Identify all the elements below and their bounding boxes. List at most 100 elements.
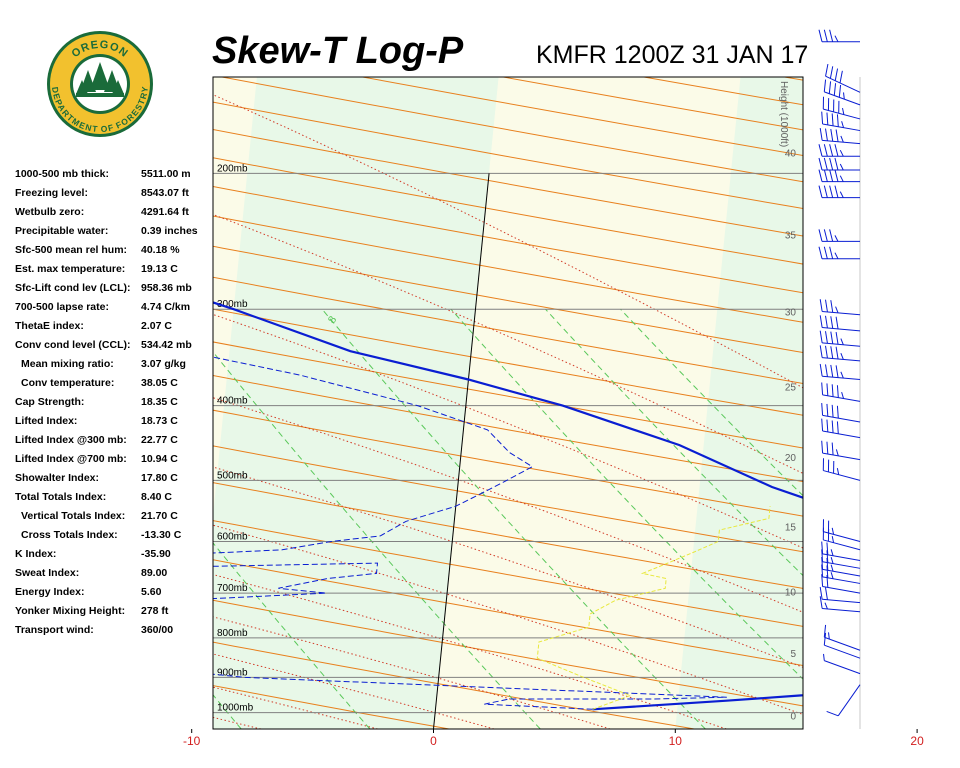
index-value: -13.30 C bbox=[141, 529, 182, 541]
isobar-label: 200mb bbox=[217, 163, 248, 174]
tree-icon bbox=[76, 62, 124, 97]
wind-barb-flag bbox=[826, 565, 829, 578]
wind-barb-flag bbox=[826, 112, 829, 125]
wind-barb-flag bbox=[829, 66, 834, 79]
wind-barb-flag bbox=[821, 541, 824, 554]
wind-barb bbox=[818, 185, 860, 199]
height-tick-label: 5 bbox=[790, 649, 796, 660]
wind-barb-flag bbox=[831, 442, 834, 455]
wind-barb-flag bbox=[823, 653, 825, 661]
wind-barb bbox=[818, 29, 860, 43]
wind-barb-flag bbox=[839, 191, 844, 198]
isotherm-band bbox=[917, 77, 960, 729]
wind-barb bbox=[823, 632, 861, 659]
wind-barb-flag bbox=[835, 346, 839, 360]
wind-barb-flag bbox=[823, 29, 828, 42]
index-row: Precipitable water: 0.39 inches bbox=[15, 225, 215, 244]
height-tick-label: 20 bbox=[785, 453, 797, 464]
index-value: 0.39 inches bbox=[141, 225, 198, 237]
wind-barb-shaft bbox=[822, 310, 861, 316]
index-label: Wetbulb zero: bbox=[15, 206, 85, 218]
index-value: 8.40 C bbox=[141, 491, 172, 503]
wind-barb-flag bbox=[821, 382, 824, 395]
isobar-label: 600mb bbox=[217, 531, 248, 542]
index-value: 10.94 C bbox=[141, 453, 178, 465]
wind-barb-flag bbox=[834, 157, 839, 171]
index-value: 40.18 % bbox=[141, 244, 180, 256]
index-value: 18.73 C bbox=[141, 415, 178, 427]
wind-barb-flag bbox=[830, 364, 834, 378]
wind-barb-flag bbox=[840, 135, 844, 143]
plot-frame bbox=[212, 76, 804, 730]
index-value: 4.74 C/km bbox=[141, 301, 191, 313]
wind-barb-flag bbox=[840, 371, 844, 379]
wind-barb bbox=[823, 624, 861, 651]
wind-barb-flag bbox=[839, 149, 844, 157]
index-label: Sfc-500 mean rel hum: bbox=[15, 244, 128, 256]
wind-barb bbox=[821, 440, 861, 461]
index-row: 1000-500 mb thick: 5511.00 m bbox=[15, 168, 215, 187]
wind-barb-flag bbox=[839, 163, 844, 171]
index-value: 21.70 C bbox=[141, 510, 178, 522]
index-value: 22.77 C bbox=[141, 434, 178, 446]
wind-barb-flag bbox=[831, 527, 835, 535]
wind-barb-flag bbox=[824, 602, 828, 610]
index-row: Sweat Index: 89.00 bbox=[15, 567, 215, 586]
index-value: 278 ft bbox=[141, 605, 169, 617]
wind-barb-shaft bbox=[823, 539, 861, 551]
index-row: Energy Index: 5.60 bbox=[15, 586, 215, 605]
wind-barb-flag bbox=[842, 107, 845, 115]
x-tick-label: -10 bbox=[183, 734, 201, 748]
isotherm-band bbox=[675, 77, 803, 729]
wind-barb-flag bbox=[836, 114, 839, 127]
wind-barb-shaft bbox=[823, 470, 861, 481]
wind-barb bbox=[825, 63, 861, 93]
index-value: 4291.64 ft bbox=[141, 206, 189, 218]
wind-barb-flag bbox=[823, 185, 828, 198]
sounding-series-line bbox=[536, 506, 771, 710]
wind-barb-flag bbox=[818, 169, 823, 182]
wind-barb-flag bbox=[823, 157, 828, 171]
wind-barb-flag bbox=[830, 331, 834, 344]
index-label: Energy Index: bbox=[15, 586, 85, 598]
wind-barb-flag bbox=[836, 405, 839, 419]
wind-barb-shaft bbox=[822, 598, 861, 604]
wind-barb-flag bbox=[819, 596, 823, 609]
wind-barb-flag bbox=[819, 128, 823, 141]
wind-barb-flag bbox=[828, 81, 832, 94]
wind-barb bbox=[823, 653, 861, 675]
wind-barb-flag bbox=[821, 564, 824, 577]
wind-barb-shaft bbox=[824, 644, 861, 659]
index-label: Sfc-Lift cond lev (LCL): bbox=[15, 282, 131, 294]
wind-barb-flag bbox=[818, 29, 823, 42]
wind-barb-flag bbox=[830, 300, 834, 313]
index-label: Lifted Index @300 mb: bbox=[15, 434, 127, 446]
height-tick-label: 40 bbox=[785, 149, 797, 160]
wind-barb bbox=[821, 382, 861, 402]
wind-barb-flag bbox=[823, 632, 827, 646]
wind-barb bbox=[819, 128, 861, 145]
index-label: ThetaE index: bbox=[15, 320, 84, 332]
index-row: Total Totals Index: 8.40 C bbox=[15, 491, 215, 510]
index-value: 19.13 C bbox=[141, 263, 178, 275]
wind-barb-flag bbox=[831, 113, 834, 126]
wind-barb-flag bbox=[831, 404, 834, 418]
mixing-ratio-line bbox=[213, 694, 242, 729]
wind-barb-flag bbox=[836, 385, 839, 398]
wind-barb-flag bbox=[838, 84, 842, 98]
wind-barb-shaft bbox=[822, 561, 861, 569]
index-row: Cap Strength: 18.35 C bbox=[15, 396, 215, 415]
wind-barb-flag bbox=[841, 391, 845, 399]
wind-barb-flag bbox=[830, 564, 834, 572]
index-row: K Index: -35.90 bbox=[15, 548, 215, 567]
wind-barb-flag bbox=[829, 229, 834, 242]
index-label: Yonker Mixing Height: bbox=[15, 605, 126, 617]
index-row: Transport wind: 360/00 bbox=[15, 624, 215, 643]
wind-barb-flag bbox=[819, 586, 823, 600]
index-label: Sweat Index: bbox=[15, 567, 80, 579]
wind-barb-flag bbox=[839, 70, 843, 84]
wind-barb-shaft bbox=[824, 636, 861, 651]
wind-barb-shaft bbox=[822, 342, 861, 347]
moist-adiabat-line bbox=[0, 77, 143, 729]
